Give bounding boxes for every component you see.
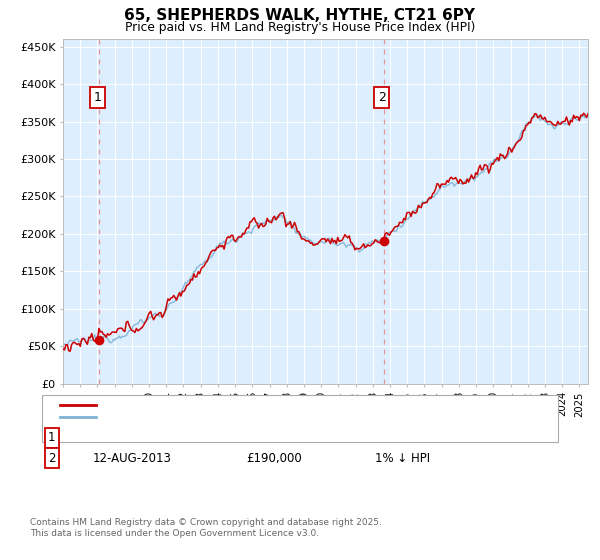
Text: 2: 2: [378, 91, 386, 104]
Text: 14-FEB-1997: 14-FEB-1997: [93, 431, 169, 445]
Text: 1% ↓ HPI: 1% ↓ HPI: [375, 451, 430, 465]
Text: 65, SHEPHERDS WALK, HYTHE, CT21 6PY (semi-detached house): 65, SHEPHERDS WALK, HYTHE, CT21 6PY (sem…: [102, 400, 455, 410]
Text: Contains HM Land Registry data © Crown copyright and database right 2025.: Contains HM Land Registry data © Crown c…: [30, 518, 382, 527]
Text: 1: 1: [94, 91, 102, 104]
Text: This data is licensed under the Open Government Licence v3.0.: This data is licensed under the Open Gov…: [30, 529, 319, 538]
Text: Price paid vs. HM Land Registry's House Price Index (HPI): Price paid vs. HM Land Registry's House …: [125, 21, 475, 34]
Text: £58,500: £58,500: [246, 431, 294, 445]
Text: HPI: Average price, semi-detached house, Folkestone and Hythe: HPI: Average price, semi-detached house,…: [102, 412, 453, 422]
Text: £190,000: £190,000: [246, 451, 302, 465]
Text: 2: 2: [48, 451, 56, 465]
Text: 12-AUG-2013: 12-AUG-2013: [93, 451, 172, 465]
Text: 65, SHEPHERDS WALK, HYTHE, CT21 6PY: 65, SHEPHERDS WALK, HYTHE, CT21 6PY: [125, 8, 476, 24]
Text: 7% ↑ HPI: 7% ↑ HPI: [375, 431, 430, 445]
Text: 1: 1: [48, 431, 56, 445]
